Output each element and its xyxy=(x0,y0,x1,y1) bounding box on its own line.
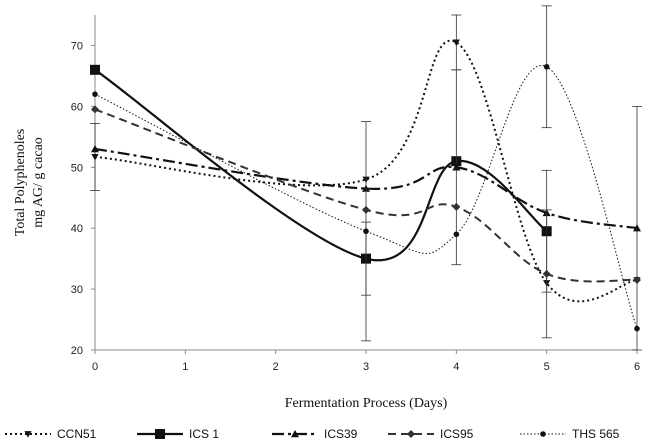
data-point-marker xyxy=(634,325,640,332)
legend: CCN51 ICS 1 ICS39 ICS95 THS 565 xyxy=(5,427,620,441)
y-tick-label: 70 xyxy=(71,40,83,52)
data-point-marker xyxy=(633,275,641,284)
x-tick-label: 2 xyxy=(273,361,279,373)
series-group xyxy=(90,5,642,351)
data-point-marker xyxy=(90,64,100,75)
x-tick-label: 5 xyxy=(544,361,550,373)
series-line xyxy=(94,108,638,283)
legend-label: CCN51 xyxy=(57,427,97,441)
data-point-marker xyxy=(542,269,551,278)
data-point-marker xyxy=(91,145,99,153)
data-point-marker xyxy=(452,163,461,171)
data-point-marker xyxy=(24,431,32,438)
legend-label: ICS 1 xyxy=(189,427,219,441)
data-point-marker xyxy=(452,39,460,47)
data-point-marker xyxy=(543,63,550,70)
series-line xyxy=(94,65,638,329)
legend-label: THS 565 xyxy=(572,427,620,441)
x-axis-ticks: 0 1 2 3 4 5 6 xyxy=(92,350,640,373)
data-point-marker xyxy=(91,154,99,161)
data-point-marker xyxy=(407,430,415,438)
data-point-marker xyxy=(291,430,299,438)
y-axis-title-line-2: mg AG/ g cacao xyxy=(31,137,46,228)
data-point-marker xyxy=(540,431,546,437)
series-ics-1 xyxy=(90,64,552,296)
y-tick-label: 30 xyxy=(71,284,83,296)
plot-area: 0 1 2 3 4 5 6 20 30 40 50 60 70 xyxy=(71,5,642,373)
x-tick-label: 0 xyxy=(92,361,98,373)
series-line xyxy=(94,68,548,262)
y-tick-label: 50 xyxy=(71,162,83,174)
data-point-marker xyxy=(363,228,369,235)
y-axis-title: Total Polyphenoles mg AG/ g cacao xyxy=(13,129,46,237)
data-point-marker xyxy=(91,105,99,114)
y-tick-label: 40 xyxy=(71,223,83,235)
series-line xyxy=(94,147,638,230)
data-point-marker xyxy=(92,91,98,97)
y-axis-title-line-1: Total Polyphenoles xyxy=(13,129,28,237)
legend-item-ths-565: THS 565 xyxy=(520,427,620,441)
data-point-marker xyxy=(453,231,460,238)
x-tick-label: 4 xyxy=(453,361,459,373)
x-tick-label: 6 xyxy=(634,361,640,373)
legend-item-ics95: ICS95 xyxy=(388,427,474,441)
legend-label: ICS95 xyxy=(440,427,474,441)
legend-label: ICS39 xyxy=(324,427,358,441)
legend-item-ics-1: ICS 1 xyxy=(137,427,219,441)
y-axis-ticks: 20 30 40 50 60 70 xyxy=(71,40,95,357)
x-axis-title: Fermentation Process (Days) xyxy=(285,396,448,411)
data-point-marker xyxy=(633,224,641,232)
data-point-marker xyxy=(155,429,165,439)
x-tick-label: 3 xyxy=(363,361,369,373)
series-ics95 xyxy=(91,105,641,339)
y-tick-label: 60 xyxy=(71,101,83,113)
data-point-marker xyxy=(452,202,461,211)
legend-item-ccn51: CCN51 xyxy=(5,427,97,441)
legend-item-ics39: ICS39 xyxy=(272,427,358,441)
series-ths-565 xyxy=(92,5,640,342)
y-tick-label: 20 xyxy=(71,345,83,357)
x-tick-label: 1 xyxy=(182,361,188,373)
